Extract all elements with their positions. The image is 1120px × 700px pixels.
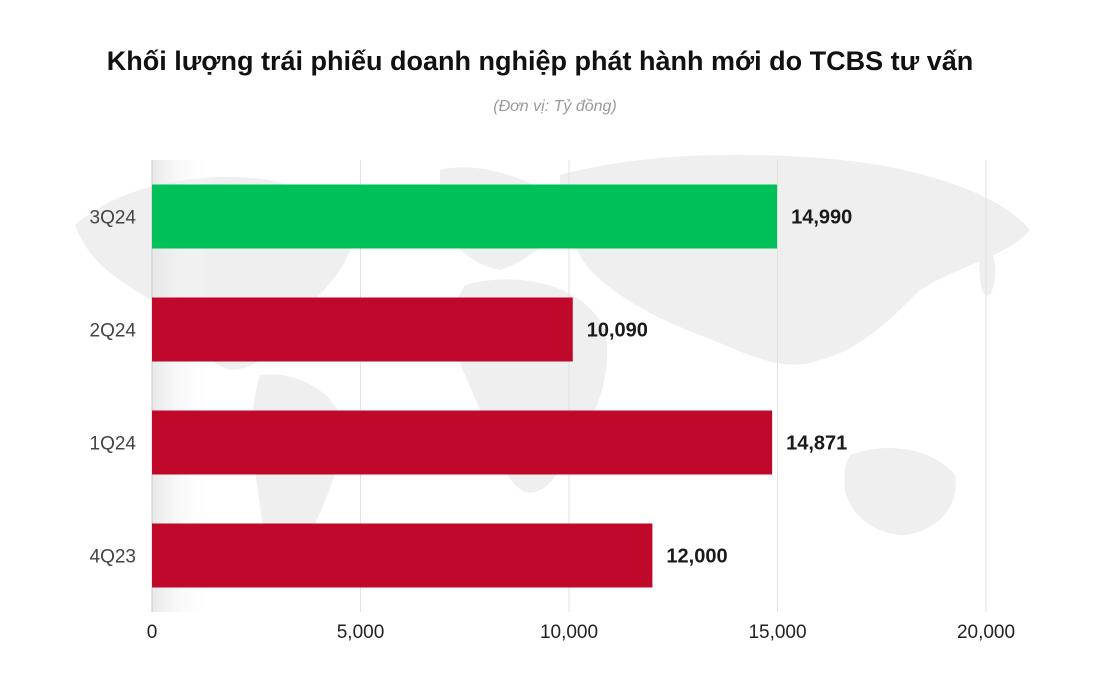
bar <box>152 523 653 588</box>
bar <box>152 184 778 249</box>
x-tick-label: 0 <box>147 622 158 643</box>
x-tick-label: 5,000 <box>337 622 385 643</box>
chart-subtitle: (Đơn vị: Tỷ đồng) <box>493 98 617 115</box>
x-axis-ticks: 0 5,000 10,000 15,000 20,000 <box>147 622 1015 643</box>
bar <box>152 297 573 362</box>
value-label: 14,871 <box>786 433 847 455</box>
x-tick-label: 15,000 <box>748 622 806 643</box>
bars <box>152 184 778 588</box>
value-label: 12,000 <box>666 546 727 568</box>
value-labels: 14,990 10,090 14,871 12,000 <box>587 207 853 568</box>
chart-title: Khối lượng trái phiếu doanh nghiệp phát … <box>106 46 974 76</box>
bar <box>152 410 773 475</box>
category-label: 4Q23 <box>90 547 136 568</box>
category-labels: 3Q24 2Q24 1Q24 4Q23 <box>90 208 137 568</box>
category-label: 3Q24 <box>90 208 137 229</box>
category-label: 2Q24 <box>90 321 137 342</box>
x-tick-label: 10,000 <box>540 622 598 643</box>
x-tick-label: 20,000 <box>957 622 1015 643</box>
category-label: 1Q24 <box>90 434 137 455</box>
value-label: 14,990 <box>791 207 852 229</box>
value-label: 10,090 <box>587 320 648 342</box>
